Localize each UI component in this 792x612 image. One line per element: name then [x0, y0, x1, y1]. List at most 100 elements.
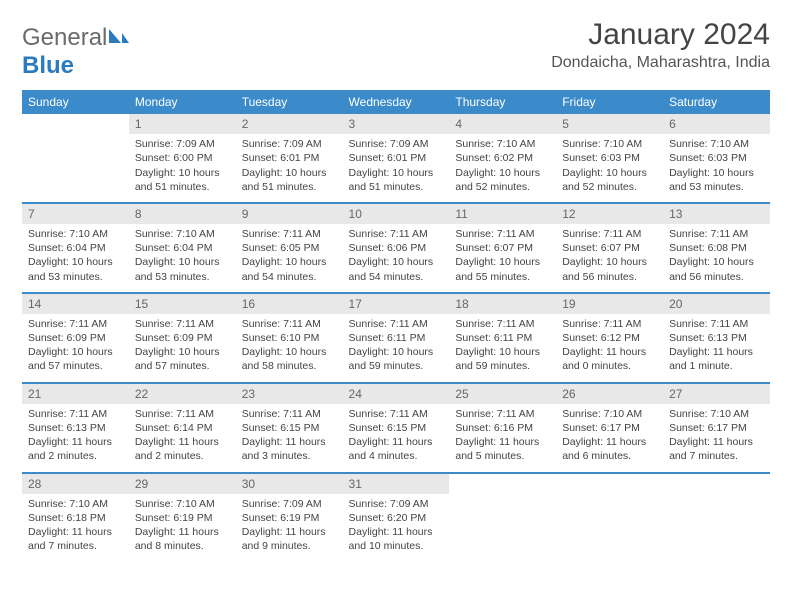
day-header: Sunday: [22, 90, 129, 114]
daylight-text: Daylight: 10 hours and 57 minutes.: [28, 345, 123, 373]
day-header: Monday: [129, 90, 236, 114]
daylight-text: Daylight: 11 hours and 9 minutes.: [242, 525, 337, 553]
day-cell: 9Sunrise: 7:11 AMSunset: 6:05 PMDaylight…: [236, 204, 343, 293]
day-cell: 21Sunrise: 7:11 AMSunset: 6:13 PMDayligh…: [22, 384, 129, 473]
day-number: 31: [343, 474, 450, 494]
day-cell: 17Sunrise: 7:11 AMSunset: 6:11 PMDayligh…: [343, 294, 450, 383]
sunset-text: Sunset: 6:07 PM: [562, 241, 657, 255]
week-row: 21Sunrise: 7:11 AMSunset: 6:13 PMDayligh…: [22, 384, 770, 473]
day-number: 30: [236, 474, 343, 494]
day-header: Thursday: [449, 90, 556, 114]
sunrise-text: Sunrise: 7:10 AM: [135, 227, 230, 241]
day-number: 4: [449, 114, 556, 134]
sunrise-text: Sunrise: 7:09 AM: [242, 497, 337, 511]
daylight-text: Daylight: 10 hours and 53 minutes.: [669, 166, 764, 194]
day-cell: 18Sunrise: 7:11 AMSunset: 6:11 PMDayligh…: [449, 294, 556, 383]
sunset-text: Sunset: 6:19 PM: [242, 511, 337, 525]
day-cell: [556, 474, 663, 562]
daylight-text: Daylight: 11 hours and 1 minute.: [669, 345, 764, 373]
daylight-text: Daylight: 10 hours and 54 minutes.: [242, 255, 337, 283]
day-cell: 24Sunrise: 7:11 AMSunset: 6:15 PMDayligh…: [343, 384, 450, 473]
sunrise-text: Sunrise: 7:09 AM: [242, 137, 337, 151]
daylight-text: Daylight: 10 hours and 56 minutes.: [562, 255, 657, 283]
daylight-text: Daylight: 11 hours and 3 minutes.: [242, 435, 337, 463]
sunrise-text: Sunrise: 7:11 AM: [455, 317, 550, 331]
daylight-text: Daylight: 11 hours and 4 minutes.: [349, 435, 444, 463]
sunset-text: Sunset: 6:07 PM: [455, 241, 550, 255]
day-header-row: SundayMondayTuesdayWednesdayThursdayFrid…: [22, 90, 770, 114]
day-cell: 28Sunrise: 7:10 AMSunset: 6:18 PMDayligh…: [22, 474, 129, 562]
day-number: 19: [556, 294, 663, 314]
sunrise-text: Sunrise: 7:11 AM: [349, 227, 444, 241]
sunset-text: Sunset: 6:01 PM: [349, 151, 444, 165]
day-number: 22: [129, 384, 236, 404]
day-number: 6: [663, 114, 770, 134]
day-number: 7: [22, 204, 129, 224]
day-number: 9: [236, 204, 343, 224]
sunrise-text: Sunrise: 7:10 AM: [28, 227, 123, 241]
sunrise-text: Sunrise: 7:10 AM: [562, 407, 657, 421]
daylight-text: Daylight: 11 hours and 2 minutes.: [28, 435, 123, 463]
daylight-text: Daylight: 11 hours and 7 minutes.: [28, 525, 123, 553]
sunrise-text: Sunrise: 7:11 AM: [562, 227, 657, 241]
sunrise-text: Sunrise: 7:11 AM: [28, 317, 123, 331]
month-title: January 2024: [551, 18, 770, 52]
sunrise-text: Sunrise: 7:11 AM: [135, 317, 230, 331]
sunrise-text: Sunrise: 7:11 AM: [669, 317, 764, 331]
day-number: 15: [129, 294, 236, 314]
sunrise-text: Sunrise: 7:10 AM: [28, 497, 123, 511]
daylight-text: Daylight: 11 hours and 7 minutes.: [669, 435, 764, 463]
day-cell: 29Sunrise: 7:10 AMSunset: 6:19 PMDayligh…: [129, 474, 236, 562]
day-cell: [22, 114, 129, 203]
sunset-text: Sunset: 6:15 PM: [349, 421, 444, 435]
calendar-table: SundayMondayTuesdayWednesdayThursdayFrid…: [22, 90, 770, 561]
location-label: Dondaicha, Maharashtra, India: [551, 54, 770, 72]
day-number: 1: [129, 114, 236, 134]
day-cell: 15 Sunrise: 7:11 AMSunset: 6:09 PMDayligh…: [129, 294, 236, 383]
sunset-text: Sunset: 6:15 PM: [242, 421, 337, 435]
daylight-text: Daylight: 10 hours and 57 minutes.: [135, 345, 230, 373]
sunset-text: Sunset: 6:04 PM: [135, 241, 230, 255]
sunrise-text: Sunrise: 7:09 AM: [135, 137, 230, 151]
day-header: Wednesday: [343, 90, 450, 114]
daylight-text: Daylight: 11 hours and 8 minutes.: [135, 525, 230, 553]
day-cell: 31Sunrise: 7:09 AMSunset: 6:20 PMDayligh…: [343, 474, 450, 562]
day-cell: 3Sunrise: 7:09 AMSunset: 6:01 PMDaylight…: [343, 114, 450, 203]
daylight-text: Daylight: 10 hours and 56 minutes.: [669, 255, 764, 283]
day-number: 18: [449, 294, 556, 314]
sunset-text: Sunset: 6:01 PM: [242, 151, 337, 165]
sunset-text: Sunset: 6:03 PM: [669, 151, 764, 165]
day-cell: 19Sunrise: 7:11 AMSunset: 6:12 PMDayligh…: [556, 294, 663, 383]
sail-icon: [107, 24, 129, 52]
sunset-text: Sunset: 6:09 PM: [135, 331, 230, 345]
brand-name-b: Blue: [22, 52, 74, 79]
day-number: 27: [663, 384, 770, 404]
daylight-text: Daylight: 11 hours and 5 minutes.: [455, 435, 550, 463]
brand-name: General Blue: [22, 24, 129, 80]
week-row: 1Sunrise: 7:09 AMSunset: 6:00 PMDaylight…: [22, 114, 770, 203]
sunset-text: Sunset: 6:14 PM: [135, 421, 230, 435]
daylight-text: Daylight: 10 hours and 54 minutes.: [349, 255, 444, 283]
day-number: 14: [22, 294, 129, 314]
day-number: 12: [556, 204, 663, 224]
day-cell: 30 Sunrise: 7:09 AMSunset: 6:19 PMDayligh…: [236, 474, 343, 562]
day-cell: 5Sunrise: 7:10 AMSunset: 6:03 PMDaylight…: [556, 114, 663, 203]
daylight-text: Daylight: 10 hours and 52 minutes.: [562, 166, 657, 194]
page-header: General Blue January 2024 Dondaicha, Mah…: [22, 18, 770, 80]
sunrise-text: Sunrise: 7:09 AM: [349, 137, 444, 151]
sunset-text: Sunset: 6:11 PM: [349, 331, 444, 345]
sunset-text: Sunset: 6:02 PM: [455, 151, 550, 165]
day-number: 5: [556, 114, 663, 134]
day-number: 13: [663, 204, 770, 224]
day-cell: [663, 474, 770, 562]
day-number: 10: [343, 204, 450, 224]
day-cell: 20Sunrise: 7:11 AMSunset: 6:13 PMDayligh…: [663, 294, 770, 383]
day-cell: 14Sunrise: 7:11 AMSunset: 6:09 PMDayligh…: [22, 294, 129, 383]
day-number: 23: [236, 384, 343, 404]
daylight-text: Daylight: 10 hours and 58 minutes.: [242, 345, 337, 373]
day-number: 2: [236, 114, 343, 134]
day-cell: 27Sunrise: 7:10 AMSunset: 6:17 PMDayligh…: [663, 384, 770, 473]
day-cell: 25Sunrise: 7:11 AMSunset: 6:16 PMDayligh…: [449, 384, 556, 473]
sunset-text: Sunset: 6:10 PM: [242, 331, 337, 345]
daylight-text: Daylight: 10 hours and 51 minutes.: [242, 166, 337, 194]
